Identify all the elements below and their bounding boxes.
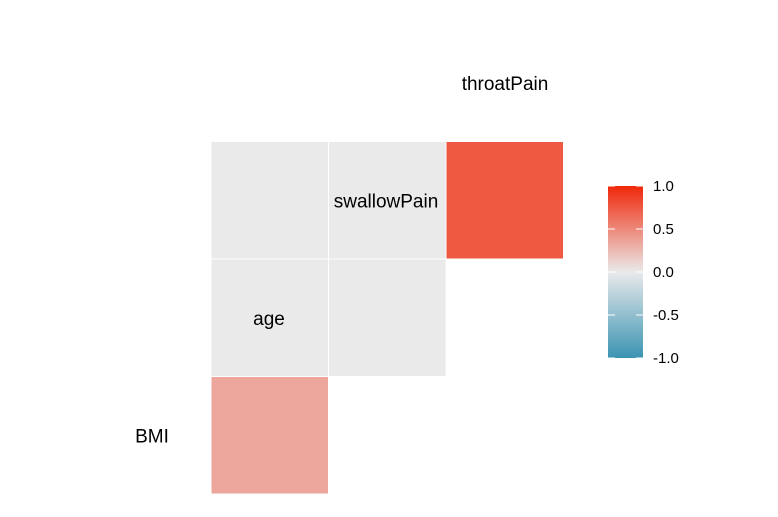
color-legend: 1.0 0.5 0.0 -0.5 -1.0 <box>608 178 679 367</box>
label-throatpain: throatPain <box>462 74 549 95</box>
cell-throatpain-swallowpain <box>445 141 564 260</box>
cell-throatpain-bmi <box>210 141 329 260</box>
cell-age-bmi <box>210 376 329 495</box>
legend-tick-label: 0.0 <box>653 264 674 281</box>
label-age: age <box>253 309 285 330</box>
legend-tick-label: -1.0 <box>653 350 679 367</box>
legend-tick-label: 1.0 <box>653 178 674 195</box>
variable-labels: BMI age swallowPain throatPain <box>135 74 548 448</box>
legend-tick-label: 0.5 <box>653 221 674 238</box>
cell-swallowpain-age <box>328 258 447 377</box>
legend-tick-label: -0.5 <box>653 307 679 324</box>
label-swallowpain: swallowPain <box>334 191 439 212</box>
heatmap-cells <box>210 141 564 495</box>
cell-swallowpain-bmi <box>210 258 329 377</box>
cell-throatpain-age <box>328 141 447 260</box>
label-bmi: BMI <box>135 426 169 447</box>
